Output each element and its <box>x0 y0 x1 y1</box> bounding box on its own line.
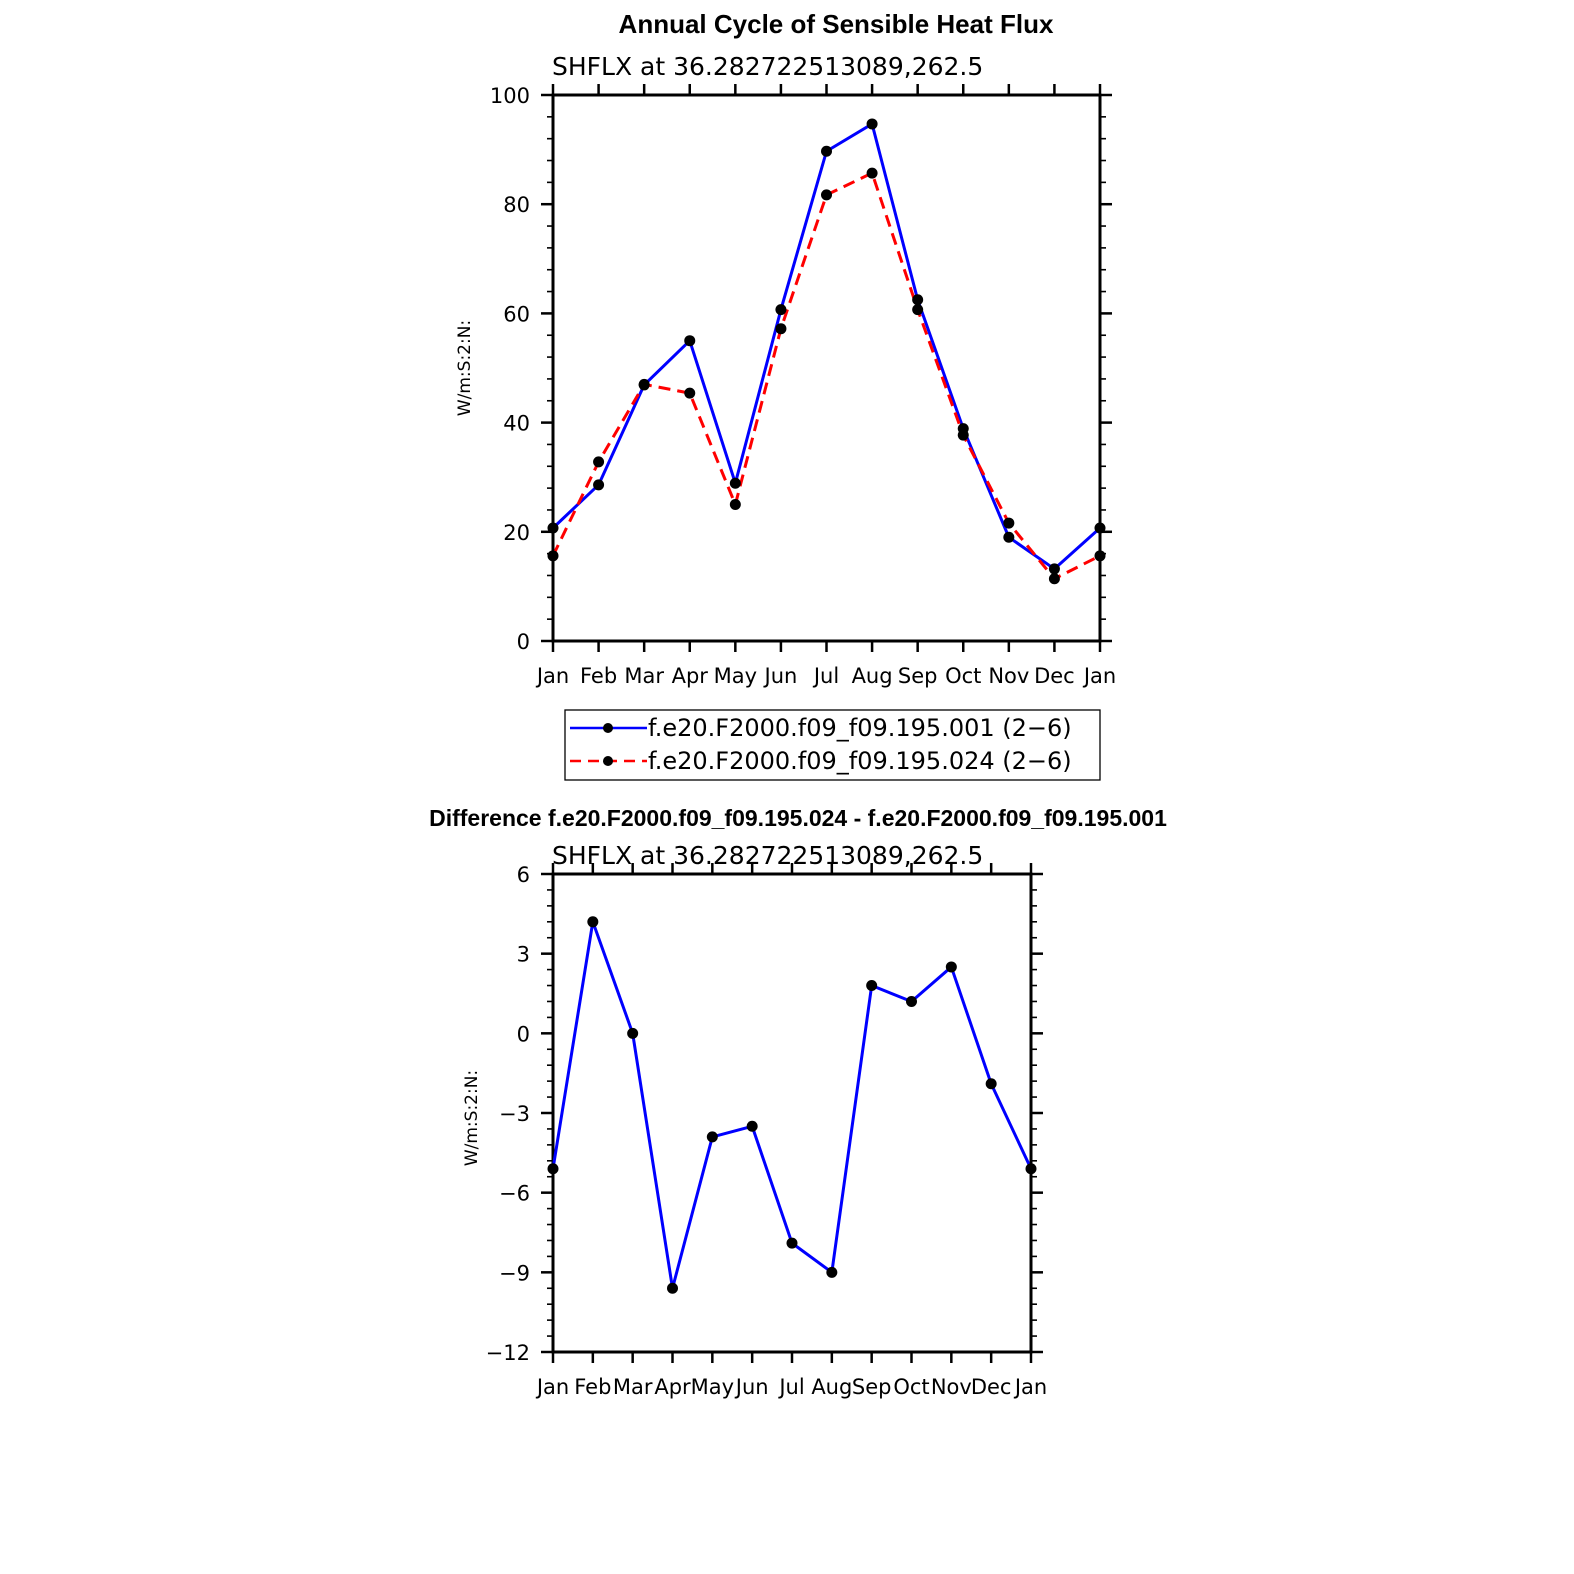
y-tick-label: −6 <box>499 1182 530 1206</box>
y-axis-label: W/m:S:2:N: <box>455 320 475 416</box>
series-1-point <box>866 118 878 130</box>
x-tick-label: Mar <box>624 664 664 688</box>
x-tick-label: Dec <box>971 1375 1012 1399</box>
series-1-point <box>821 145 832 157</box>
y-tick-label: 0 <box>517 1022 530 1046</box>
series-2-point <box>912 304 924 316</box>
plot-frame <box>551 93 1102 643</box>
series-2-point <box>729 499 741 510</box>
series-line-1 <box>551 920 1033 1290</box>
series-1-point <box>547 522 559 534</box>
series-1-point <box>667 1282 678 1294</box>
series-1-point <box>706 1131 718 1143</box>
x-tick-label: Sep <box>852 1375 892 1399</box>
y-tick-label: 60 <box>503 302 530 326</box>
y-tick-label: −9 <box>499 1261 530 1285</box>
series-2-point <box>866 167 878 179</box>
series-2-point <box>638 378 650 390</box>
chart-subtitle: SHFLX at 36.282722513089,262.5 <box>552 52 983 81</box>
series-1-point <box>775 304 787 316</box>
annual-cycle-plot: Jan Feb Mar Apr May Jun Jul Aug Sep Oct Nov Dec Jan0… <box>490 84 1116 688</box>
series-line-2 <box>551 171 1101 581</box>
y-tick-label: 100 <box>490 84 530 108</box>
series-2-point <box>957 429 969 441</box>
x-tick-label: Jan <box>1013 1375 1047 1399</box>
x-tick-label: Dec <box>1034 664 1075 688</box>
y-tick-label: −3 <box>499 1102 530 1126</box>
y-tick-label: 0 <box>517 630 530 654</box>
x-tick-label: Oct <box>945 664 981 688</box>
x-tick-label: Jan <box>535 1375 569 1399</box>
x-tick-label: May <box>714 664 757 688</box>
series-1-point <box>945 961 957 973</box>
x-tick-label: May <box>691 1375 734 1399</box>
difference-chart-subtitle: SHFLX at 36.282722513089,262.5 <box>552 841 983 870</box>
series-1-point <box>587 916 599 928</box>
x-tick-label: Jan <box>1082 664 1116 688</box>
series-1-point <box>547 1163 559 1175</box>
difference-plot: Jan Feb Mar Apr May Jun Jul Aug Sep Oct Nov Dec Jan−… <box>486 863 1047 1399</box>
x-tick-label: Jul <box>812 664 839 688</box>
series-1-point <box>684 335 696 347</box>
legend-entry-series-1: f.e20.F2000.f09_f09.195.001 (2−6) <box>648 714 1072 742</box>
x-tick-label: Sep <box>898 664 938 688</box>
x-tick-label: Oct <box>893 1375 929 1399</box>
x-tick-label: Jul <box>777 1375 804 1399</box>
chart-title: Annual Cycle of Sensible Heat Flux <box>619 9 1054 39</box>
series-1-point <box>1094 522 1106 534</box>
series-2-point <box>593 456 605 468</box>
x-tick-label: Nov <box>988 664 1029 688</box>
series-1-point <box>786 1237 798 1249</box>
x-tick-label: Jan <box>535 664 569 688</box>
series-1-point <box>826 1266 838 1278</box>
series-1-point <box>1048 563 1060 575</box>
series-2-point <box>775 323 787 335</box>
series-2-point <box>821 189 832 201</box>
series-1-point <box>866 980 878 992</box>
y-tick-label: 40 <box>503 412 530 436</box>
series-2-point <box>1003 517 1015 529</box>
series-1-point <box>729 477 741 489</box>
series-2-point <box>1094 550 1106 562</box>
y-tick-label: 20 <box>503 521 530 545</box>
series-1-point <box>746 1120 758 1132</box>
series-1-point <box>912 294 924 306</box>
x-tick-label: Feb <box>574 1375 611 1399</box>
series-1-point <box>627 1027 639 1039</box>
legend: f.e20.F2000.f09_f09.195.001 (2−6) f.e20.… <box>564 709 1101 781</box>
legend-entry-series-2: f.e20.F2000.f09_f09.195.024 (2−6) <box>648 747 1072 775</box>
y-tick-label: −12 <box>486 1341 530 1365</box>
legend-marker-series-2 <box>603 756 613 766</box>
series-2-point <box>547 550 559 562</box>
x-tick-label: Feb <box>580 664 617 688</box>
y-tick-label: 6 <box>517 863 530 887</box>
series-1-point <box>593 479 605 491</box>
x-tick-label: Mar <box>613 1375 653 1399</box>
y-tick-label: 80 <box>503 193 530 217</box>
series-1-point <box>906 995 917 1007</box>
difference-y-axis-label: W/m:S:2:N: <box>462 1070 482 1166</box>
series-1-point <box>1003 531 1015 543</box>
series-2-point <box>684 387 696 399</box>
x-tick-label: Apr <box>654 1375 691 1399</box>
x-tick-label: Aug <box>852 664 893 688</box>
difference-chart-title: Difference f.e20.F2000.f09_f09.195.024 -… <box>429 805 1167 831</box>
x-tick-label: Aug <box>811 1375 852 1399</box>
x-tick-label: Jun <box>734 1375 769 1399</box>
x-tick-label: Apr <box>672 664 709 688</box>
series-1-point <box>985 1078 997 1090</box>
series-2-point <box>1048 573 1060 585</box>
series-1-point <box>1025 1163 1037 1175</box>
y-tick-label: 3 <box>517 943 530 967</box>
plot-frame <box>551 872 1033 1354</box>
legend-box <box>564 709 1101 781</box>
x-tick-label: Jun <box>763 664 798 688</box>
x-tick-label: Nov <box>931 1375 972 1399</box>
legend-marker-series-1 <box>603 723 613 733</box>
